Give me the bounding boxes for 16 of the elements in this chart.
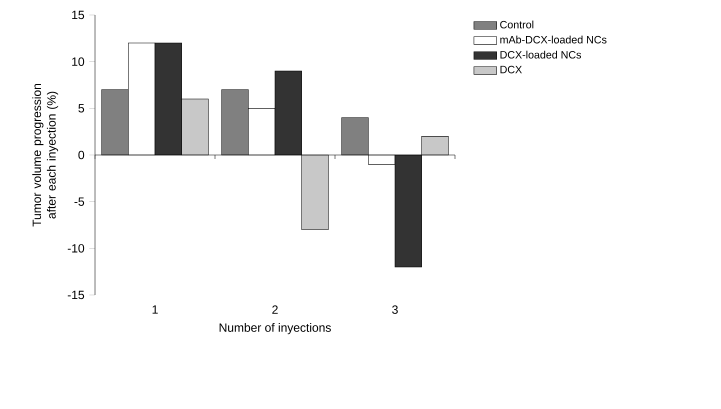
x-tick-label: 1	[152, 305, 158, 314]
x-axis-title: Number of inyections	[220, 323, 331, 334]
y-tick-label: 5	[78, 104, 84, 113]
y-tick-label: 10	[72, 57, 84, 66]
legend-label: mAb-DCX-loaded NCs	[500, 36, 607, 44]
y-tick-label: -5	[74, 197, 84, 206]
x-tick-label: 2	[272, 305, 278, 314]
y-tick-label: -15	[68, 290, 84, 300]
legend-label: DCX	[500, 66, 522, 74]
y-tick-label: -10	[68, 244, 84, 253]
legend-label: DCX-loaded NCs	[500, 50, 582, 59]
y-axis-title: Tumor volume progression after each inyection (%)	[32, 84, 58, 227]
legend-label: Control	[500, 20, 534, 28]
x-tick-label: 3	[392, 305, 398, 314]
y-tick-label: 15	[72, 10, 84, 20]
y-tick-label: 0	[78, 150, 84, 160]
